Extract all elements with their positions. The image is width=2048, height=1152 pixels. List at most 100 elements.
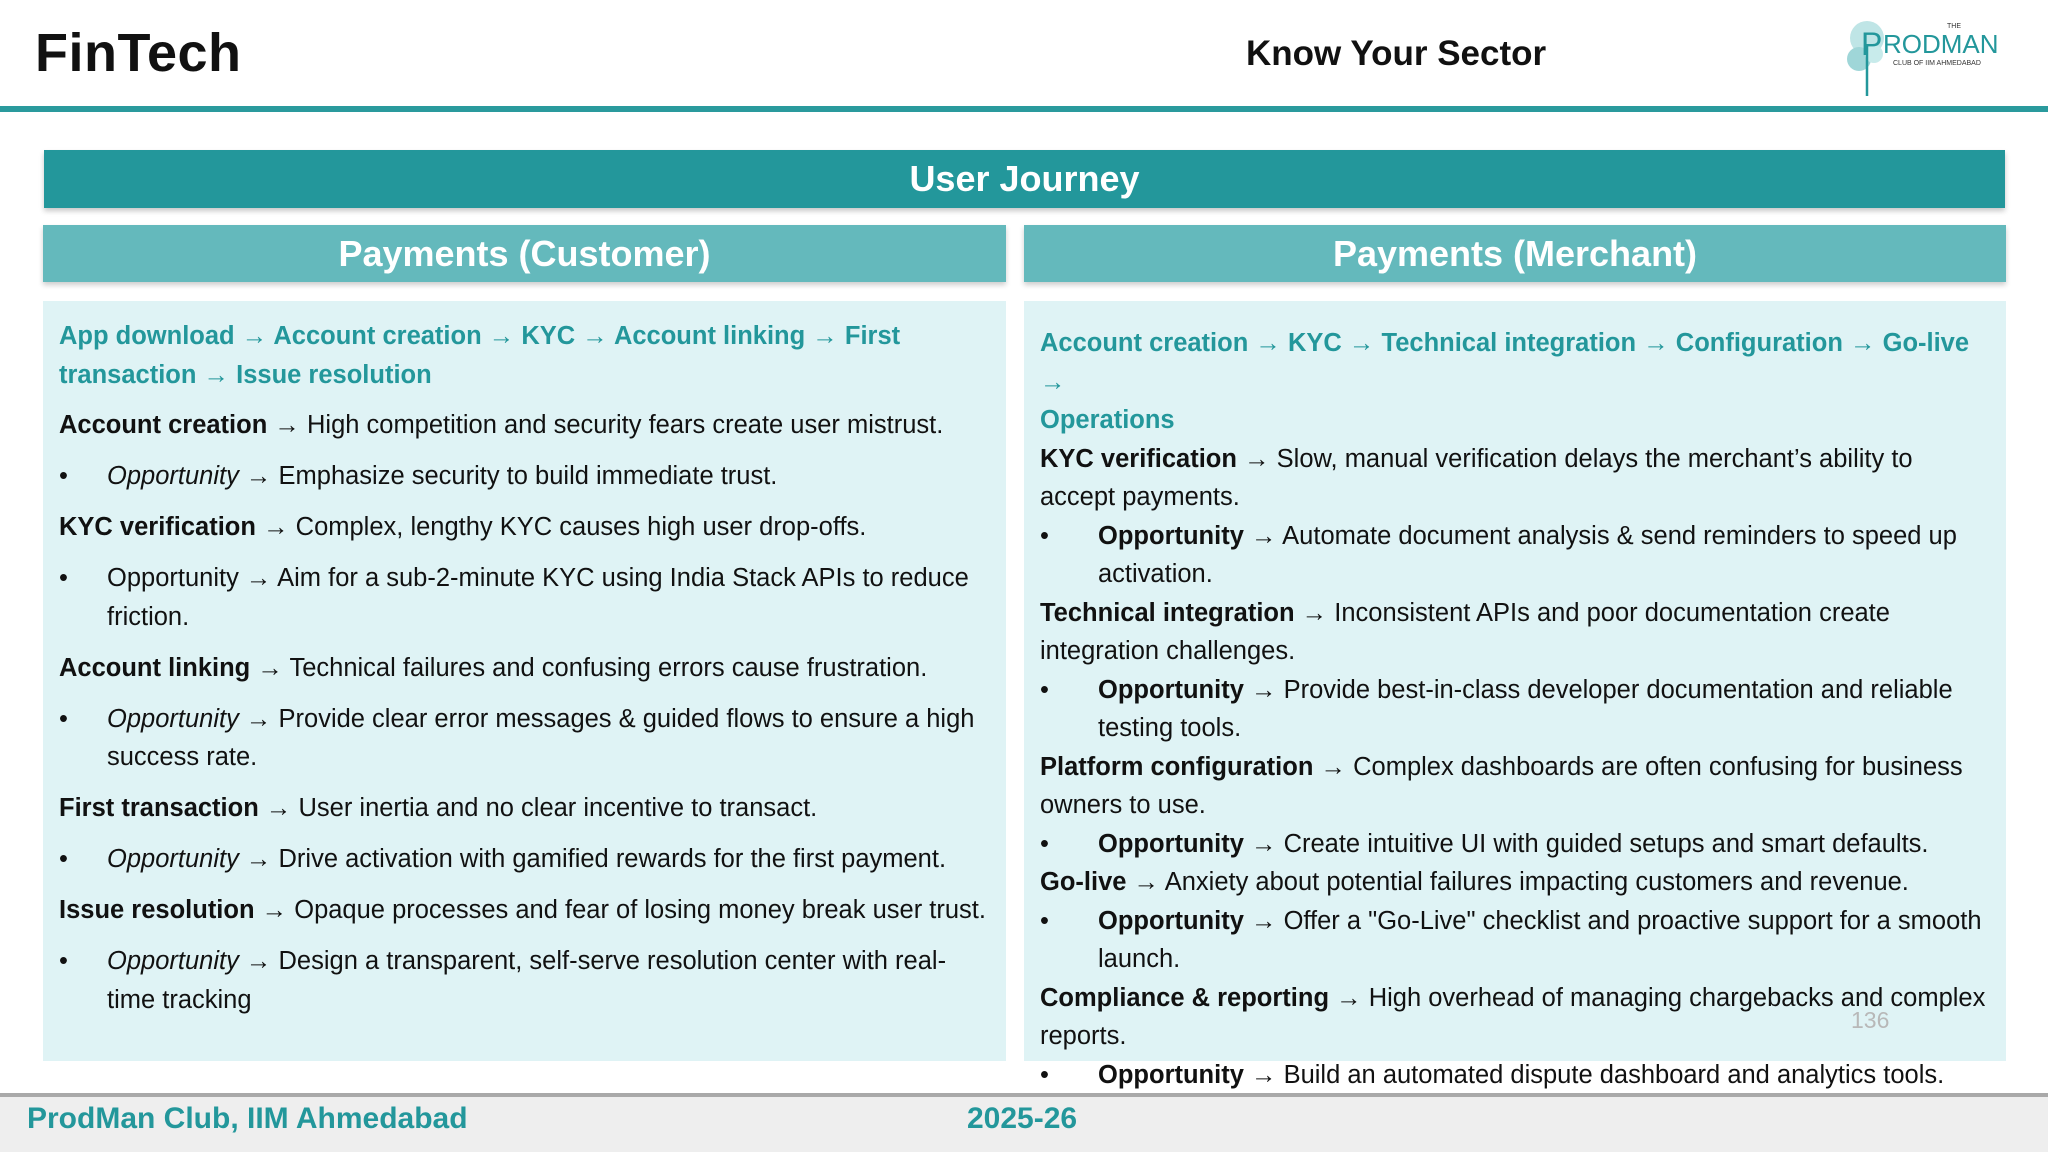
customer-opportunity: • Opportunity → Aim for a sub-2-minute KY… — [59, 559, 992, 636]
merchant-opportunity: • Opportunity → Create intuitive UI with … — [1040, 825, 1994, 864]
slide-header: FinTech Know Your Sector P THE RODMAN CL… — [0, 0, 2048, 107]
slide-title: FinTech — [35, 23, 242, 83]
customer-pain-point: KYC verification → Complex, lengthy KYC … — [59, 508, 992, 547]
flow-step: transaction — [59, 360, 197, 389]
arrow-icon: → — [1250, 675, 1277, 704]
opportunity-label: Opportunity — [107, 564, 239, 592]
customer-journey-flow: App download → Account creation → KYC → … — [59, 317, 992, 394]
opportunity-text: Create intuitive UI with guided setups a… — [1283, 829, 1929, 858]
customer-opportunity: • Opportunity → Design a transparent, sel… — [59, 942, 992, 1019]
arrow-icon: → — [263, 513, 289, 541]
arrow-icon: → — [245, 845, 272, 873]
flow-step: Technical integration — [1381, 329, 1637, 357]
opportunity-label: Opportunity — [107, 704, 239, 733]
arrow-icon: → — [1133, 868, 1160, 896]
arrow-icon: → — [812, 322, 838, 350]
arrow-icon: → — [245, 947, 272, 975]
bullet-icon: • — [59, 564, 68, 592]
flow-step: Account creation — [1040, 329, 1249, 357]
arrow-icon: → — [1250, 1060, 1277, 1089]
customer-pain-point: Account creation → High competition and … — [59, 406, 992, 445]
flow-step: Issue resolution — [236, 360, 432, 389]
opportunity-text: Automate document analysis & send remind… — [1098, 521, 1957, 589]
arrow-icon: → — [1850, 329, 1876, 357]
opportunity-label: Opportunity — [1098, 675, 1244, 704]
arrow-icon: → — [265, 794, 292, 822]
pain-point-title: Technical integration — [1040, 598, 1295, 627]
merchant-pain-point: Platform configuration → Complex dashboa… — [1040, 748, 1994, 825]
logo-tagline: CLUB OF IIM AHMEDABAD — [1893, 60, 1981, 67]
section-title: Know Your Sector — [1246, 34, 1547, 73]
opportunity-text: Drive activation with gamified rewards f… — [278, 845, 947, 873]
arrow-icon: → — [1301, 598, 1328, 627]
opportunity-label: Opportunity — [107, 845, 239, 873]
arrow-icon: → — [241, 322, 268, 350]
pain-point-title: First transaction — [59, 794, 259, 822]
pain-point-text: Complex, lengthy KYC causes high user dr… — [295, 513, 867, 541]
user-journey-banner: User Journey — [44, 150, 2005, 208]
opportunity-text: Provide clear error messages & guided fl… — [107, 704, 975, 772]
pain-point-text: Anxiety about potential failures impacti… — [1164, 868, 1909, 896]
flow-step: App download — [59, 322, 235, 350]
flow-step: Configuration — [1675, 329, 1843, 357]
opportunity-text: Build an automated dispute dashboard and… — [1283, 1060, 1945, 1089]
arrow-icon: → — [1643, 329, 1669, 357]
customer-opportunity: • Opportunity → Emphasize security to bui… — [59, 457, 992, 496]
prodman-club-logo: P THE RODMAN CLUB OF IIM AHMEDABAD — [1843, 14, 2018, 100]
merchant-opportunity: • Opportunity → Provide best-in-class dev… — [1040, 671, 1994, 748]
opportunity-label: Opportunity — [1098, 906, 1244, 935]
pain-point-text: Opaque processes and fear of losing mone… — [294, 896, 986, 924]
bullet-icon: • — [59, 704, 68, 733]
opportunity-label: Opportunity — [1098, 829, 1244, 858]
bullet-icon: • — [59, 947, 68, 975]
opportunity-label: Opportunity — [1098, 521, 1244, 550]
opportunity-text: Provide best-in-class developer document… — [1098, 675, 1953, 743]
pain-point-text: Technical failures and confusing errors … — [289, 653, 928, 682]
merchant-column-heading: Payments (Merchant) — [1024, 225, 2006, 282]
merchant-opportunity: • Opportunity → Build an automated disput… — [1040, 1056, 1994, 1095]
header-divider — [0, 106, 2048, 112]
opportunity-text: Emphasize security to build immediate tr… — [278, 462, 778, 490]
arrow-icon: → — [1250, 521, 1277, 550]
arrow-icon: → — [1040, 367, 1066, 396]
opportunity-label: Opportunity — [107, 947, 239, 975]
bullet-icon: • — [1040, 675, 1049, 704]
slide-footer — [0, 1097, 2048, 1152]
merchant-journey-flow: Account creation → KYC → Technical integ… — [1040, 324, 1994, 440]
flow-step: Account linking — [613, 322, 806, 350]
flow-step: Go-live — [1882, 329, 1970, 357]
bullet-icon: • — [59, 845, 68, 873]
customer-opportunity: • Opportunity → Drive activation with gam… — [59, 840, 992, 879]
pain-point-text: High overhead of managing chargebacks an… — [1040, 983, 1986, 1051]
customer-panel: App download → Account creation → KYC → … — [43, 301, 1006, 1061]
logo-name: RODMAN — [1883, 29, 1999, 59]
footer-org: ProdMan Club, IIM Ahmedabad — [27, 1102, 468, 1135]
merchant-opportunity: • Opportunity → Automate document analysi… — [1040, 517, 1994, 594]
arrow-icon: → — [245, 462, 272, 490]
pain-point-text: Complex dashboards are often confusing f… — [1040, 752, 1963, 820]
arrow-icon: → — [1250, 906, 1277, 935]
customer-pain-point: Issue resolution → Opaque processes and … — [59, 891, 992, 930]
logo-the: THE — [1947, 23, 1961, 30]
bullet-icon: • — [1040, 521, 1049, 550]
footer-year: 2025-26 — [967, 1102, 1078, 1135]
bullet-icon: • — [1040, 829, 1049, 858]
opportunity-label: Opportunity — [107, 462, 239, 490]
arrow-icon: → — [261, 896, 288, 924]
pain-point-title: KYC verification — [1040, 444, 1237, 473]
bullet-icon: • — [1040, 1060, 1049, 1089]
bullet-icon: • — [59, 462, 68, 490]
pain-point-text: High competition and security fears crea… — [306, 411, 944, 439]
pain-point-text: Inconsistent APIs and poor documentation… — [1040, 598, 1890, 666]
merchant-panel: Account creation → KYC → Technical integ… — [1024, 301, 2006, 1089]
bullet-icon: • — [1040, 906, 1049, 935]
arrow-icon: → — [257, 653, 283, 682]
arrow-icon: → — [488, 322, 515, 350]
opportunity-text: Offer a "Go-Live" checklist and proactiv… — [1098, 906, 1982, 974]
merchant-opportunity: • Opportunity → Offer a "Go-Live" checkli… — [1040, 902, 1994, 979]
opportunity-label: Opportunity — [1098, 1060, 1244, 1089]
customer-pain-point: Account linking → Technical failures and… — [59, 649, 992, 688]
arrow-icon: → — [1255, 329, 1281, 357]
flow-step: KYC — [1287, 329, 1342, 357]
arrow-icon: → — [274, 411, 300, 439]
